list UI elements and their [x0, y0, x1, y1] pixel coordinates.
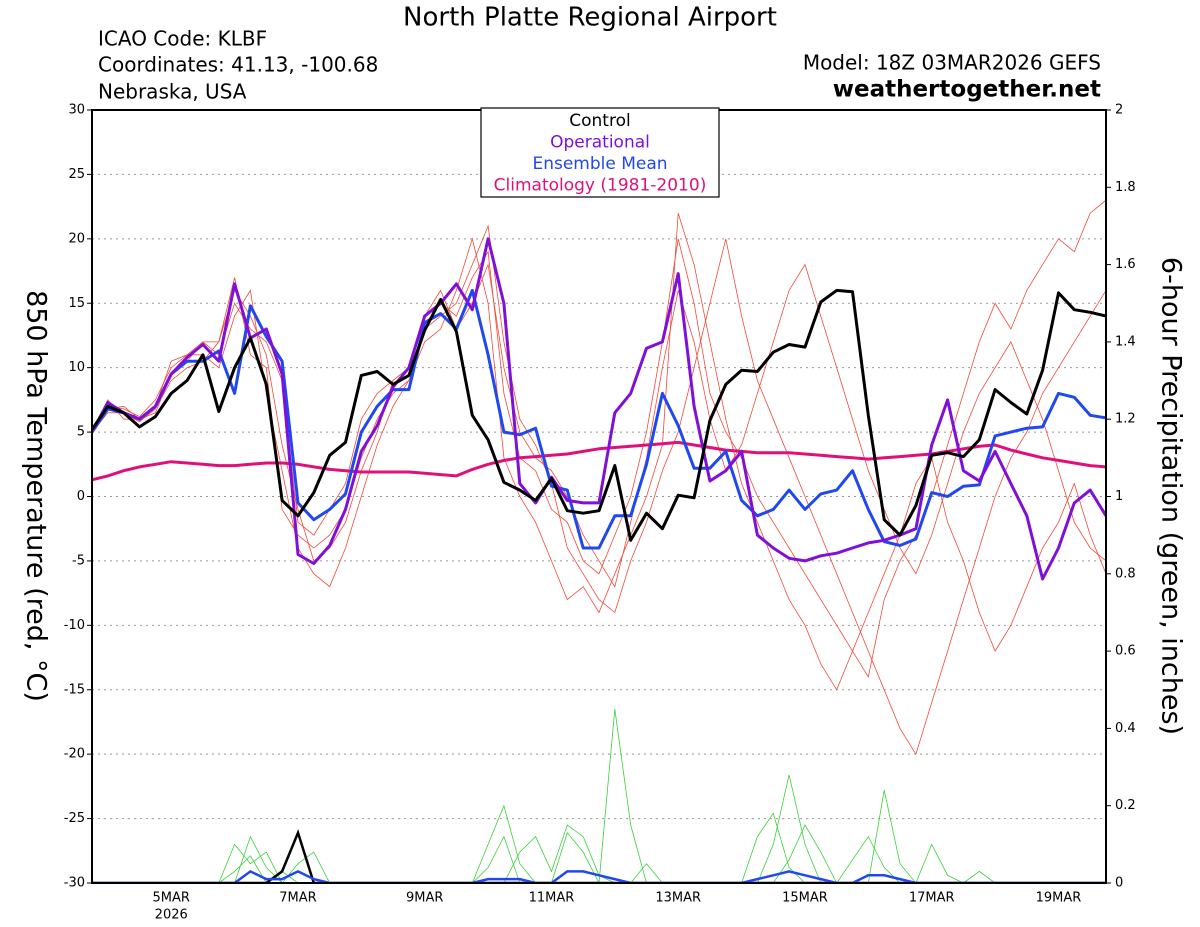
y-tick-label: -30	[64, 876, 85, 891]
x-tick-label: 7MAR	[279, 891, 316, 906]
y2-tick-label: 0.2	[1115, 798, 1136, 813]
precip-member-line	[92, 812, 1106, 883]
y2-tick-label: 1.8	[1115, 180, 1136, 195]
series-line	[92, 288, 1106, 550]
info-line: ICAO Code: KLBF	[98, 27, 267, 51]
y2-tick-label: 0	[1115, 876, 1123, 891]
y-tick-label: -10	[64, 618, 85, 633]
x-tick-label: 9MAR	[406, 891, 443, 906]
plot-area	[92, 110, 1106, 883]
x-tick-label: 13MAR	[655, 891, 701, 906]
x-tick-label: 15MAR	[782, 891, 828, 906]
series-line	[92, 237, 1106, 581]
legend-box	[480, 107, 720, 198]
chart-title: North Platte Regional Airport	[403, 3, 777, 33]
legend-entry: Operational	[550, 133, 650, 153]
y-tick-label: 20	[68, 231, 85, 246]
y2-tick-label: 1.6	[1115, 257, 1136, 272]
y2-tick-label: 1.4	[1115, 334, 1136, 349]
y-tick-label: -15	[64, 682, 85, 697]
ensemble-member-line	[92, 199, 1106, 678]
info-line: Coordinates: 41.13, -100.68	[98, 53, 378, 77]
y2-tick-label: 0.6	[1115, 644, 1136, 659]
y-tick-label: 15	[68, 296, 85, 311]
y2-tick-label: 2	[1115, 103, 1123, 118]
y-tick-label: 5	[77, 425, 85, 440]
legend-entry: Control	[569, 111, 630, 131]
y2-tick-label: 1	[1115, 489, 1123, 504]
info-line: Nebraska, USA	[98, 80, 247, 104]
x-tick-label: 11MAR	[529, 891, 575, 906]
y-tick-label: 30	[68, 103, 85, 118]
model-info: Model: 18Z 03MAR2026 GEFS	[803, 51, 1101, 75]
legend-entry: Climatology (1981-2010)	[494, 176, 707, 196]
y2-tick-label: 1.2	[1115, 412, 1136, 427]
x-year-label: 2026	[155, 908, 188, 923]
y-tick-label: -5	[72, 553, 85, 568]
ensemble-member-line	[92, 212, 1106, 691]
y-tick-label: -20	[64, 747, 85, 762]
precip-line	[92, 869, 1106, 883]
y-tick-label: -25	[64, 811, 85, 826]
x-tick-label: 17MAR	[909, 891, 955, 906]
y2-axis-label: 6-hour Precipitation (green, inches)	[1156, 257, 1187, 735]
y2-tick-label: 0.4	[1115, 721, 1136, 736]
y-axis-label: 850 hPa Temperature (red, °C)	[21, 290, 52, 702]
y-tick-label: 10	[68, 360, 85, 375]
ensemble-member-line	[92, 263, 1106, 588]
site-name: weathertogether.net	[833, 77, 1101, 103]
series-line	[92, 440, 1106, 482]
series-line	[92, 288, 1106, 542]
legend-entry: Ensemble Mean	[532, 154, 667, 174]
y2-tick-label: 0.8	[1115, 566, 1136, 581]
precip-member-line	[92, 709, 1106, 883]
x-tick-label: 19MAR	[1036, 891, 1082, 906]
y-tick-label: 25	[68, 167, 85, 182]
ensemble-member-line	[92, 224, 1106, 756]
x-tick-label: 5MAR	[153, 891, 190, 906]
y-tick-label: 0	[77, 489, 85, 504]
